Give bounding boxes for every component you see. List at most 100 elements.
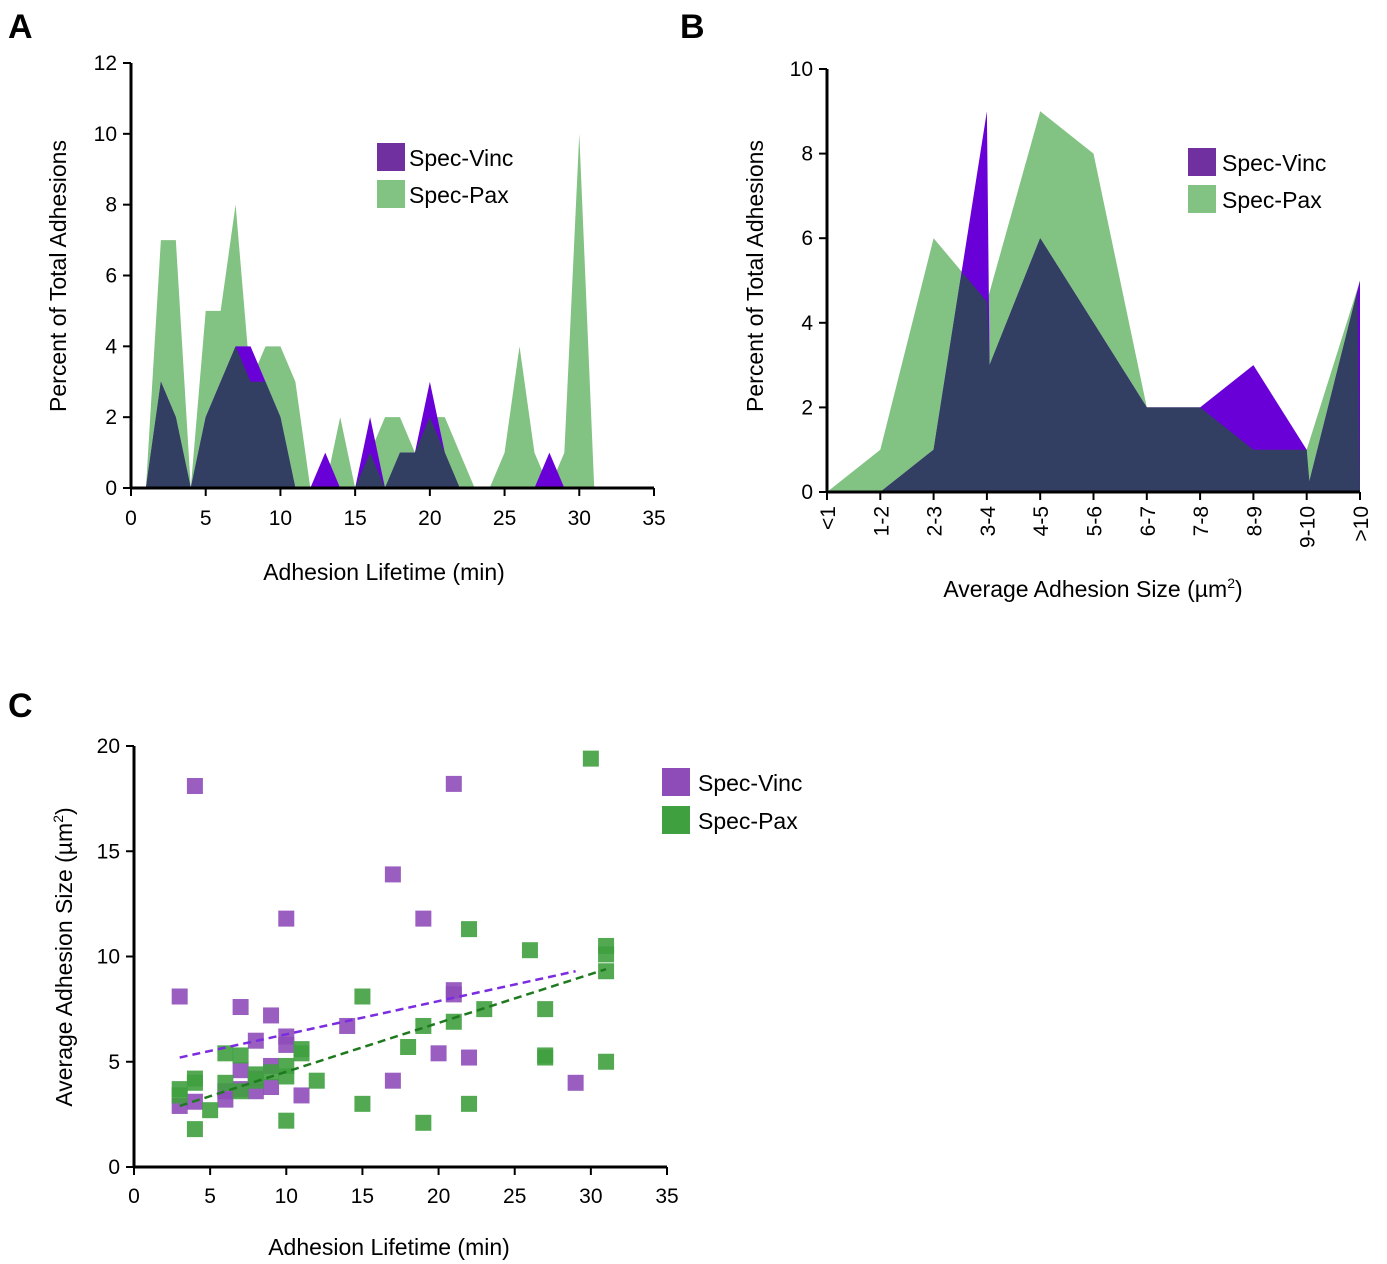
panel-b-x-tick-label: >10 [1350,506,1373,542]
panel-b-legend: Spec-Vinc Spec-Pax [1188,148,1326,213]
panel-c-y-axis-title: Average Adhesion Size (µm2) [50,807,77,1106]
panel-c-point-spec-pax [461,1095,478,1112]
panel-c-point-spec-pax [293,1045,310,1062]
panel-c-point-spec-pax [400,1039,417,1056]
panel-a-x-tick-label: 15 [343,507,366,530]
panel-c-legend: Spec-Vinc Spec-Pax [662,768,802,834]
panel-c-x-tick-label: 0 [128,1185,140,1208]
panel-c-point-spec-vinc [263,1079,280,1096]
panel-a-legend: Spec-Vinc Spec-Pax [377,143,513,208]
panel-c-point-spec-pax [232,1047,249,1064]
panel-a-y-tick-label: 8 [105,194,117,217]
panel-c-label: C [8,687,33,725]
panel-a-x-tick-label: 0 [125,507,137,530]
panel-b-x-tick-label: 8-9 [1243,506,1266,536]
panel-b-legend-label-pax: Spec-Pax [1222,187,1322,213]
panel-c-axes: 0 5 10 15 20 0 5 10 15 20 25 30 35 [97,735,679,1208]
panel-a-x-tick-label: 35 [642,507,665,530]
panel-b-area-overlap [827,238,1360,492]
panel-c-point-spec-pax [461,921,478,938]
panel-c-point-spec-pax [354,1095,371,1112]
panel-c-x-tick-label: 30 [579,1185,602,1208]
panel-b-y-tick-label: 6 [801,227,813,250]
panel-c-y-tick-label: 15 [97,840,120,863]
panel-c-point-spec-vinc [415,910,432,927]
panel-c-point-spec-pax [521,942,538,959]
panel-c-point-spec-pax [263,1064,280,1081]
panel-c-point-spec-vinc [384,866,401,883]
panel-b-areas [827,111,1360,493]
panel-c-point-spec-vinc [445,775,462,792]
panel-c-points [171,750,615,1138]
panel-c-point-spec-pax [537,1049,554,1066]
panel-c-trendline-spec-vinc [179,970,576,1059]
panel-b-x-tick-label: 3-4 [977,506,1000,537]
panel-c-x-tick-label: 5 [204,1185,216,1208]
panel-c-trendline-spec-pax [179,967,607,1108]
panel-a-x-axis-title: Adhesion Lifetime (min) [263,559,505,585]
panel-c-point-spec-vinc [232,999,249,1016]
panel-b-x-tick-label: 6-7 [1137,506,1160,536]
panel-c-point-spec-pax [171,1087,188,1104]
panel-b-y-tick-label: 2 [801,396,813,419]
panel-c-point-spec-pax [598,1053,615,1070]
panel-a-x-tick-label: 25 [493,507,516,530]
panel-c-point-spec-pax [278,1112,295,1129]
panel-c-point-spec-pax [582,750,599,767]
panel-b-y-tick-label: 0 [801,481,813,504]
panel-b-x-tick-label: 5-6 [1084,506,1107,536]
panel-b-legend-label-vinc: Spec-Vinc [1222,150,1326,176]
panel-b-y-axis-title: Percent of Total Adhesions [742,140,768,412]
panel-b-x-tick-label: 7-8 [1190,506,1213,536]
panel-c-point-spec-vinc [278,910,295,927]
panel-a-y-tick-label: 10 [94,123,117,146]
panel-c-legend-swatch-vinc [662,768,690,796]
panel-c-y-tick-label: 0 [108,1156,120,1179]
panel-c-legend-label-vinc: Spec-Vinc [698,770,802,796]
panel-b-x-tick-label: <1 [817,506,840,530]
panel-c-point-spec-vinc [293,1087,310,1104]
panel-b-legend-swatch-vinc [1188,148,1216,176]
panel-c-point-spec-pax [217,1074,234,1091]
panel-c-point-spec-pax [202,1102,219,1119]
panel-c-point-spec-vinc [232,1062,249,1079]
panel-b: B 0 2 4 6 8 10 <1 1-2 2-3 3-4 4-5 5-6 6-7 7-8 8-9 9-10 >… [680,8,1373,602]
panel-c-point-spec-vinc [339,1017,356,1034]
panel-c-point-spec-vinc [247,1032,264,1049]
panel-b-y-tick-label: 4 [801,312,813,335]
panel-c-legend-swatch-pax [662,806,690,834]
panel-b-legend-swatch-pax [1188,185,1216,213]
panel-b-label: B [680,8,705,46]
panel-c-point-spec-vinc [567,1074,584,1091]
panel-c-point-spec-vinc [430,1045,447,1062]
panel-a-legend-label-vinc: Spec-Vinc [409,145,513,171]
panel-c-legend-label-pax: Spec-Pax [698,808,798,834]
panel-a-x-tick-label: 10 [269,507,292,530]
panel-c-x-tick-label: 15 [351,1185,374,1208]
panel-a-y-tick-label: 6 [105,265,117,288]
panel-a-area-overlap [145,346,595,488]
panel-b-x-axis-title: Average Adhesion Size (µm2) [943,575,1242,602]
panel-a-x-tick-label: 20 [418,507,441,530]
panel-c-point-spec-pax [415,1114,432,1131]
panel-c-y-tick-label: 5 [108,1051,120,1074]
panel-b-y-tick-label: 8 [801,143,813,166]
panel-a-y-axis-title: Percent of Total Adhesions [45,140,71,412]
panel-c-y-tick-label: 10 [97,946,120,969]
panel-c-point-spec-vinc [186,777,203,794]
panel-a-y-tick-label: 12 [94,52,117,75]
panel-c-point-spec-pax [537,1001,554,1018]
panel-a-y-tick-label: 0 [105,477,117,500]
panel-c-point-spec-pax [598,963,615,980]
panel-b-x-tick-label: 9-10 [1297,506,1320,548]
panel-a-x-tick-label: 30 [568,507,591,530]
panel-c-y-tick-label: 20 [97,735,120,758]
panel-a-legend-swatch-vinc [377,143,405,171]
panel-b-y-tick-label: 10 [790,58,813,81]
panel-c-point-spec-vinc [461,1049,478,1066]
panel-b-x-tick-label: 2-3 [924,506,947,536]
panel-c-point-spec-pax [308,1072,325,1089]
panel-c-point-spec-vinc [278,1036,295,1053]
panel-a-areas [145,133,595,489]
